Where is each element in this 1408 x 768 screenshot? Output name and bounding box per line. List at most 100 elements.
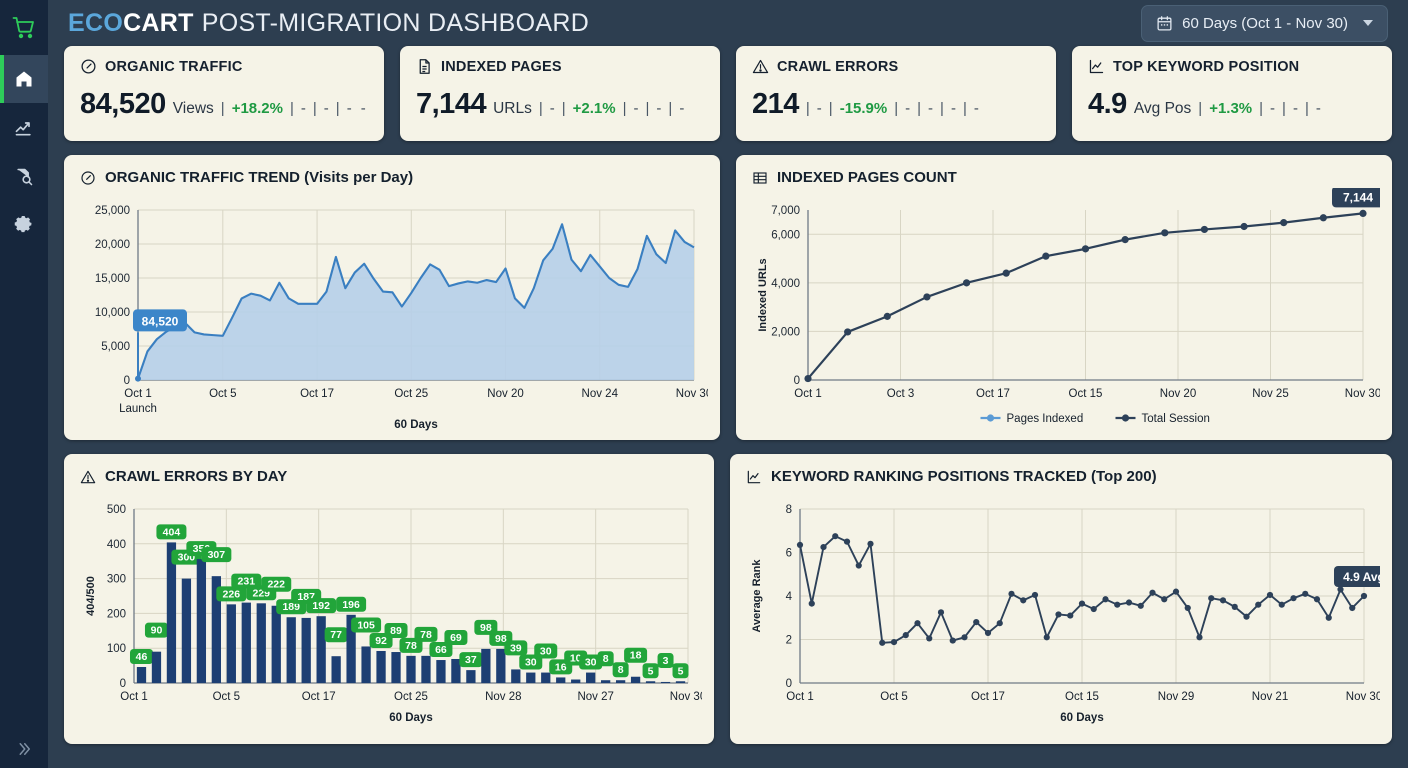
sidebar-item-analytics[interactable] [0, 104, 48, 152]
kpi-sep: | [645, 100, 650, 117]
kpi-extra: - [1292, 100, 1298, 117]
kpi-header: ORGANIC TRAFFIC [80, 58, 368, 75]
sidebar-item-home[interactable] [0, 55, 48, 103]
svg-text:4,000: 4,000 [771, 278, 800, 290]
kpi-sep: | [335, 100, 340, 117]
svg-text:Nov 20: Nov 20 [1160, 388, 1196, 400]
kpi-extra: - [928, 100, 934, 117]
svg-text:7,144: 7,144 [1343, 190, 1373, 204]
kpi-sep: | [1259, 100, 1264, 117]
main-content: ECOCART POST-MIGRATION DASHBOARD 60 Days … [48, 0, 1408, 768]
panel-title-text: CRAWL ERRORS BY DAY [105, 468, 288, 485]
kpi-card-indexed-pages[interactable]: INDEXED PAGES 7,144 URLs | - | +2.1% | -… [400, 46, 720, 141]
svg-text:Nov 25: Nov 25 [1252, 388, 1288, 400]
panel-indexed-pages-count: INDEXED PAGES COUNT 0 2,000 4,000 6,000 7,00… [736, 155, 1392, 440]
kpi-card-crawl-errors[interactable]: CRAWL ERRORS 214 | - | -15.9% | - | - | … [736, 46, 1056, 141]
svg-text:Oct 25: Oct 25 [394, 388, 428, 400]
charts-row-1: ORGANIC TRAFFIC TREND (Visits per Day) 0… [64, 155, 1392, 440]
sidebar-item-site-audit[interactable] [0, 153, 48, 201]
kpi-delta: -15.9% [839, 100, 888, 117]
svg-text:6: 6 [786, 548, 792, 560]
svg-text:226: 226 [223, 588, 241, 600]
app-logo[interactable] [0, 0, 48, 55]
svg-text:Oct 5: Oct 5 [880, 691, 907, 703]
kpi-value: 7,144 [416, 88, 487, 120]
svg-text:Oct 17: Oct 17 [976, 388, 1010, 400]
kpi-delta: +1.3% [1209, 100, 1253, 117]
shopping-cart-icon [12, 16, 36, 40]
svg-text:Oct 1: Oct 1 [124, 388, 151, 400]
svg-text:Oct 5: Oct 5 [213, 691, 240, 703]
svg-text:8: 8 [786, 504, 792, 516]
svg-text:84,520: 84,520 [142, 314, 179, 328]
svg-text:Pages Indexed: Pages Indexed [1007, 413, 1084, 425]
svg-text:92: 92 [375, 635, 387, 647]
svg-text:105: 105 [357, 619, 375, 631]
svg-text:37: 37 [465, 654, 477, 666]
kpi-row: ORGANIC TRAFFIC 84,520 Views | +18.2% | … [64, 46, 1392, 141]
kpi-sep: | [894, 100, 899, 117]
trending-up-icon [14, 118, 34, 138]
sidebar [0, 0, 48, 768]
panel-crawl-errors-by-day: CRAWL ERRORS BY DAY 0 100 200 300 400 500 46 90… [64, 454, 714, 744]
date-range-selector[interactable]: 60 Days (Oct 1 - Nov 30) [1141, 4, 1388, 42]
sidebar-item-settings[interactable] [0, 202, 48, 250]
svg-text:5,000: 5,000 [101, 341, 130, 353]
svg-text:4.9 Avg: 4.9 Avg [1343, 570, 1380, 584]
chart-keyword-ranking[interactable]: 0 2 4 6 8 Oct 1 Oct 5 Oct 17 Oct 15 Nov 29 Nov 21 N… [742, 487, 1380, 742]
svg-text:300: 300 [107, 574, 126, 586]
svg-text:Nov 29: Nov 29 [1158, 691, 1194, 703]
kpi-header: INDEXED PAGES [416, 58, 704, 75]
chart-crawl-errors-by-day[interactable]: 0 100 200 300 400 500 46 90 404 300 356 307 226 231 22… [76, 487, 702, 742]
home-icon [14, 69, 34, 89]
kpi-sep: | [1304, 100, 1309, 117]
kpi-sep: | [805, 100, 810, 117]
svg-text:69: 69 [450, 632, 462, 644]
svg-text:7,000: 7,000 [771, 205, 800, 217]
panel-organic-traffic-trend: ORGANIC TRAFFIC TREND (Visits per Day) 0… [64, 155, 720, 440]
svg-text:Nov 28: Nov 28 [485, 691, 521, 703]
svg-text:Launch: Launch [119, 403, 157, 415]
chart-organic-traffic-trend[interactable]: 0 5,000 10,000 15,000 20,000 25,000 Oct 1 Oct 5… [76, 188, 708, 438]
kpi-value: 4.9 [1088, 88, 1127, 120]
svg-text:Oct 15: Oct 15 [1069, 388, 1103, 400]
charts-row-2: CRAWL ERRORS BY DAY 0 100 200 300 400 500 46 90… [64, 454, 1392, 744]
kpi-card-organic-traffic[interactable]: ORGANIC TRAFFIC 84,520 Views | +18.2% | … [64, 46, 384, 141]
kpi-body: 4.9 Avg Pos | +1.3% | - | - | - [1088, 88, 1376, 121]
svg-text:8: 8 [603, 653, 609, 665]
kpi-sep: | [538, 100, 543, 117]
svg-text:3: 3 [663, 655, 669, 667]
calendar-icon [1156, 15, 1173, 32]
svg-text:100: 100 [107, 643, 126, 655]
sidebar-expand-button[interactable] [0, 740, 48, 758]
warning-triangle-icon [80, 469, 96, 485]
svg-text:8: 8 [618, 664, 624, 676]
chart-indexed-pages-count[interactable]: 0 2,000 4,000 6,000 7,000 Oct 1 Oct 3 Oct 17 Oct… [748, 188, 1380, 438]
svg-text:307: 307 [208, 549, 226, 561]
kpi-header: TOP KEYWORD POSITION [1088, 58, 1376, 75]
svg-text:Nov 30: Nov 30 [676, 388, 708, 400]
date-range-label: 60 Days (Oct 1 - Nov 30) [1182, 14, 1348, 32]
gauge-icon [80, 58, 97, 75]
kpi-value: 84,520 [80, 88, 166, 120]
kpi-delta: +2.1% [572, 100, 616, 117]
svg-text:30: 30 [525, 657, 537, 669]
svg-text:222: 222 [267, 579, 285, 591]
kpi-extra: - [633, 100, 639, 117]
kpi-extra: - [346, 100, 352, 117]
svg-text:4: 4 [786, 591, 793, 603]
kpi-extra: - [323, 100, 329, 117]
svg-text:Oct 15: Oct 15 [1065, 691, 1099, 703]
kpi-extra: - [549, 100, 555, 117]
kpi-card-top-keyword-position[interactable]: TOP KEYWORD POSITION 4.9 Avg Pos | +1.3%… [1072, 46, 1392, 141]
svg-text:189: 189 [282, 601, 300, 613]
svg-text:231: 231 [238, 576, 256, 588]
svg-text:Oct 3: Oct 3 [887, 388, 914, 400]
svg-text:18: 18 [630, 650, 642, 662]
kpi-sep: | [561, 100, 566, 117]
svg-text:Oct 5: Oct 5 [209, 388, 236, 400]
svg-text:Total Session: Total Session [1142, 413, 1210, 425]
svg-text:192: 192 [312, 600, 330, 612]
brand-eco: ECO [68, 8, 124, 37]
kpi-unit: URLs [493, 100, 532, 117]
